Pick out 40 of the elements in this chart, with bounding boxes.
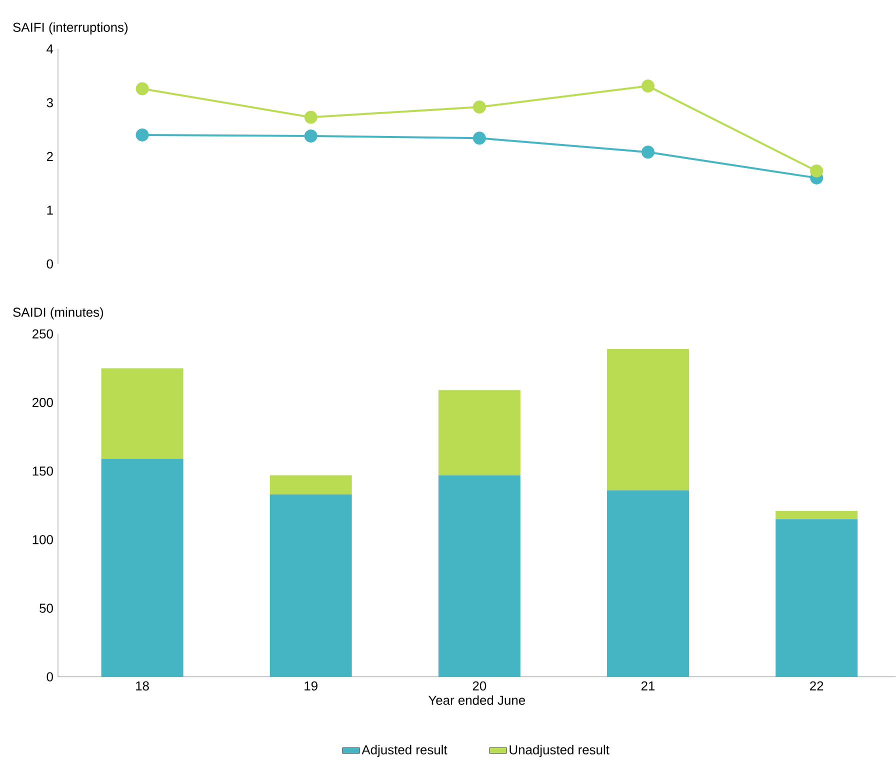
x-tick-label: 22 (810, 681, 824, 690)
point (472, 132, 486, 145)
point (810, 164, 824, 178)
bar (607, 490, 689, 677)
bar (101, 368, 184, 459)
y-tick-label: 200 (32, 398, 53, 408)
bar (776, 519, 858, 677)
legend-label: Unadjusted result (510, 744, 610, 758)
x-tick-label: 19 (304, 681, 318, 691)
y-tick-label: 4 (46, 44, 54, 54)
point (642, 146, 654, 159)
bar (270, 494, 352, 677)
y-tick-label: 150 (32, 466, 53, 476)
x-tick-label: 20 (472, 681, 486, 691)
bar (438, 390, 520, 476)
x-axis-title: Year ended June (428, 695, 526, 705)
point (304, 110, 318, 124)
y-tick-label: 50 (40, 604, 53, 613)
bar (607, 349, 689, 490)
x-tick-label: 21 (641, 681, 655, 690)
bar (270, 475, 352, 494)
y-tick-label: 2 (46, 152, 53, 162)
bar (438, 475, 520, 677)
y-axis-title: SAIDI (minutes) (13, 307, 104, 320)
y-tick-label: 0 (46, 259, 53, 269)
y-tick-label: 0 (46, 672, 53, 682)
point (472, 100, 486, 114)
bar (101, 458, 184, 677)
y-tick-label: 3 (46, 98, 53, 108)
point (642, 80, 654, 93)
point (136, 82, 149, 96)
y-tick-label: 100 (32, 535, 53, 544)
y-axis-title: SAIFI (interruptions) (13, 22, 128, 35)
bar (776, 510, 858, 520)
point (136, 128, 149, 142)
y-tick-label: 1 (47, 206, 53, 215)
x-tick-label: 18 (136, 681, 149, 691)
legend-label: Adjusted result (362, 744, 448, 758)
point (304, 130, 318, 143)
y-tick-label: 250 (32, 329, 53, 339)
